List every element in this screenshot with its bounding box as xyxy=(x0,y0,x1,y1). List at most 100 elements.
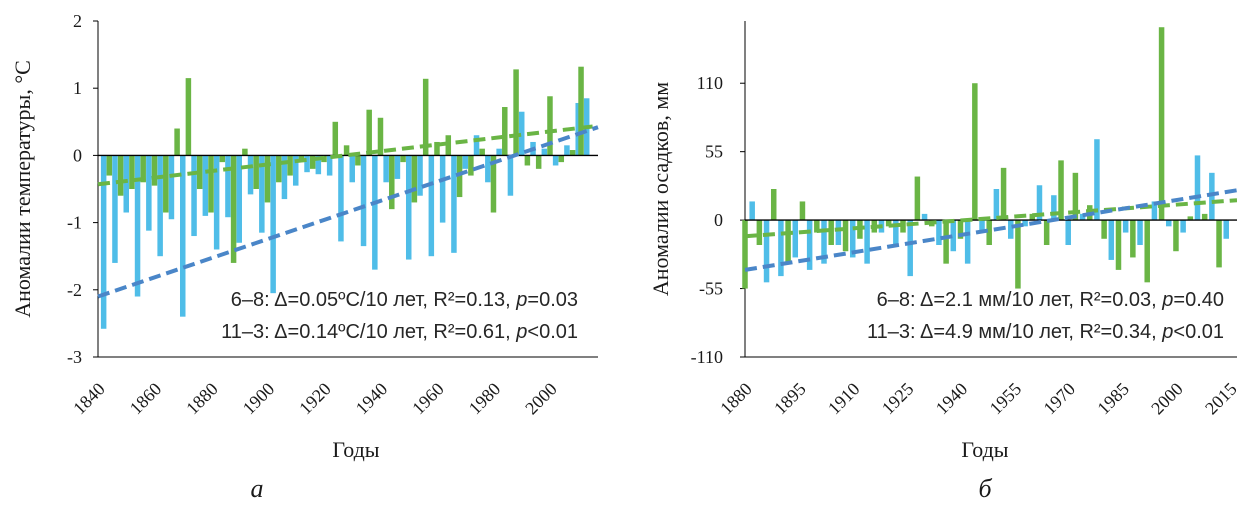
bar-summer xyxy=(1029,213,1036,221)
bar-winter xyxy=(281,155,288,200)
bar-winter xyxy=(191,155,197,237)
bar-winter xyxy=(202,155,209,216)
bar-winter xyxy=(462,155,468,169)
bar-winter xyxy=(950,220,957,252)
bar-summer xyxy=(770,189,777,221)
y-tick-label: -110 xyxy=(691,347,723,367)
x-tick-label: 1970 xyxy=(1039,379,1079,419)
trend-line-winter xyxy=(97,125,599,299)
bar-winter xyxy=(1223,220,1229,239)
bar-winter xyxy=(383,155,389,183)
bar-winter xyxy=(473,135,480,156)
bar-winter xyxy=(270,155,276,294)
bar-winter xyxy=(1137,220,1143,245)
bar-summer xyxy=(1115,220,1122,270)
annotation-p-label: p xyxy=(515,321,527,343)
bar-summer xyxy=(230,155,237,263)
bar-summer xyxy=(1173,220,1179,252)
bar-winter xyxy=(1108,220,1115,260)
panel-a-temperature-chart: 2 1 0 -1 -2 -3 1840 1860 1880 1900 1920 1940 1960 198… xyxy=(10,11,599,503)
bar-winter xyxy=(326,155,333,176)
annotation-text: Δ=0.05ºC/10 лет, R²=0.13, xyxy=(274,289,516,311)
bar-winter xyxy=(259,155,265,233)
bar-winter xyxy=(936,220,942,245)
bar-winter xyxy=(507,155,514,196)
bar-summer xyxy=(1043,220,1050,245)
bar-summer xyxy=(1144,220,1150,283)
x-tick-label: 2000 xyxy=(521,379,561,419)
bar-winter xyxy=(360,155,367,247)
bar-summer xyxy=(756,220,763,245)
bar-summer xyxy=(578,66,584,156)
bar-winter xyxy=(168,155,175,220)
bar-summer xyxy=(1187,216,1194,221)
bar-winter xyxy=(315,155,322,175)
bar-winter xyxy=(979,220,985,233)
bar-summer xyxy=(502,107,508,156)
x-tick-label: 1940 xyxy=(352,379,392,419)
bar-summer xyxy=(309,155,316,169)
bar-winter xyxy=(1022,220,1028,227)
y-axis-title: Аномалии температуры, °C xyxy=(10,60,35,318)
bar-winter xyxy=(292,155,299,186)
panel-letter: а xyxy=(251,474,264,503)
bar-summer xyxy=(914,176,921,221)
x-tick-label: 1900 xyxy=(239,379,279,419)
bar-summer xyxy=(943,220,949,264)
bar-winter xyxy=(179,155,186,317)
bar-winter xyxy=(564,145,570,156)
bar-summer xyxy=(814,220,820,233)
bar-summer xyxy=(828,220,834,245)
bar-summer xyxy=(422,78,429,156)
annotation-period: 11–3: xyxy=(867,321,920,343)
annotation-text: Δ=4.9 мм/10 лет, R²=0.34, xyxy=(920,321,1162,343)
bar-winter xyxy=(893,220,899,245)
x-tick-label: 1955 xyxy=(986,379,1026,419)
annotation-period: 6–8: xyxy=(877,289,920,311)
bar-summer xyxy=(208,155,214,213)
bar-summer xyxy=(972,83,978,221)
bar-summer xyxy=(1158,27,1165,221)
x-tick-label: 1880 xyxy=(182,379,222,419)
bar-summer xyxy=(468,155,474,176)
bar-winter xyxy=(964,220,971,264)
bar-winter xyxy=(1194,155,1201,221)
x-tick-label: 1960 xyxy=(408,379,448,419)
bar-winter xyxy=(100,155,107,329)
x-tick-label: 1860 xyxy=(126,379,166,419)
stats-annotation: 6–8: Δ=2.1 мм/10 лет, R²=0.03, p=0.40 xyxy=(877,289,1224,311)
bar-winter xyxy=(993,189,1000,221)
bar-winter xyxy=(541,148,548,156)
bar-winter xyxy=(821,220,827,264)
bar-winter xyxy=(1094,139,1100,221)
bar-summer xyxy=(1015,220,1021,289)
bar-summer xyxy=(117,155,124,196)
bar-winter xyxy=(1036,185,1043,221)
bar-summer xyxy=(1130,220,1136,258)
bar-summer xyxy=(332,121,339,156)
bar-winter xyxy=(552,155,559,166)
bar-winter xyxy=(349,155,355,183)
annotation-p-text: <0.01 xyxy=(527,321,578,343)
bar-summer xyxy=(400,155,406,163)
x-tick-label: 1840 xyxy=(69,379,109,419)
y-tick-label: 2 xyxy=(73,11,82,31)
y-tick-label: -1 xyxy=(67,213,82,233)
bar-summer xyxy=(785,220,791,264)
annotation-p-label: p xyxy=(1161,321,1173,343)
bar-winter xyxy=(849,220,856,258)
bar-winter xyxy=(496,148,502,156)
bar-winter xyxy=(1166,220,1172,227)
bar-summer xyxy=(185,78,192,156)
bar-winter xyxy=(417,155,423,196)
bar-winter xyxy=(1151,201,1158,221)
bar-winter xyxy=(225,155,231,218)
bar-winter xyxy=(405,155,412,260)
x-axis-title: Годы xyxy=(961,437,1008,462)
bar-winter xyxy=(518,111,525,156)
bar-winter xyxy=(792,220,799,258)
bar-summer xyxy=(513,69,519,156)
bar-summer xyxy=(986,220,992,245)
x-tick-label: 1940 xyxy=(932,379,972,419)
